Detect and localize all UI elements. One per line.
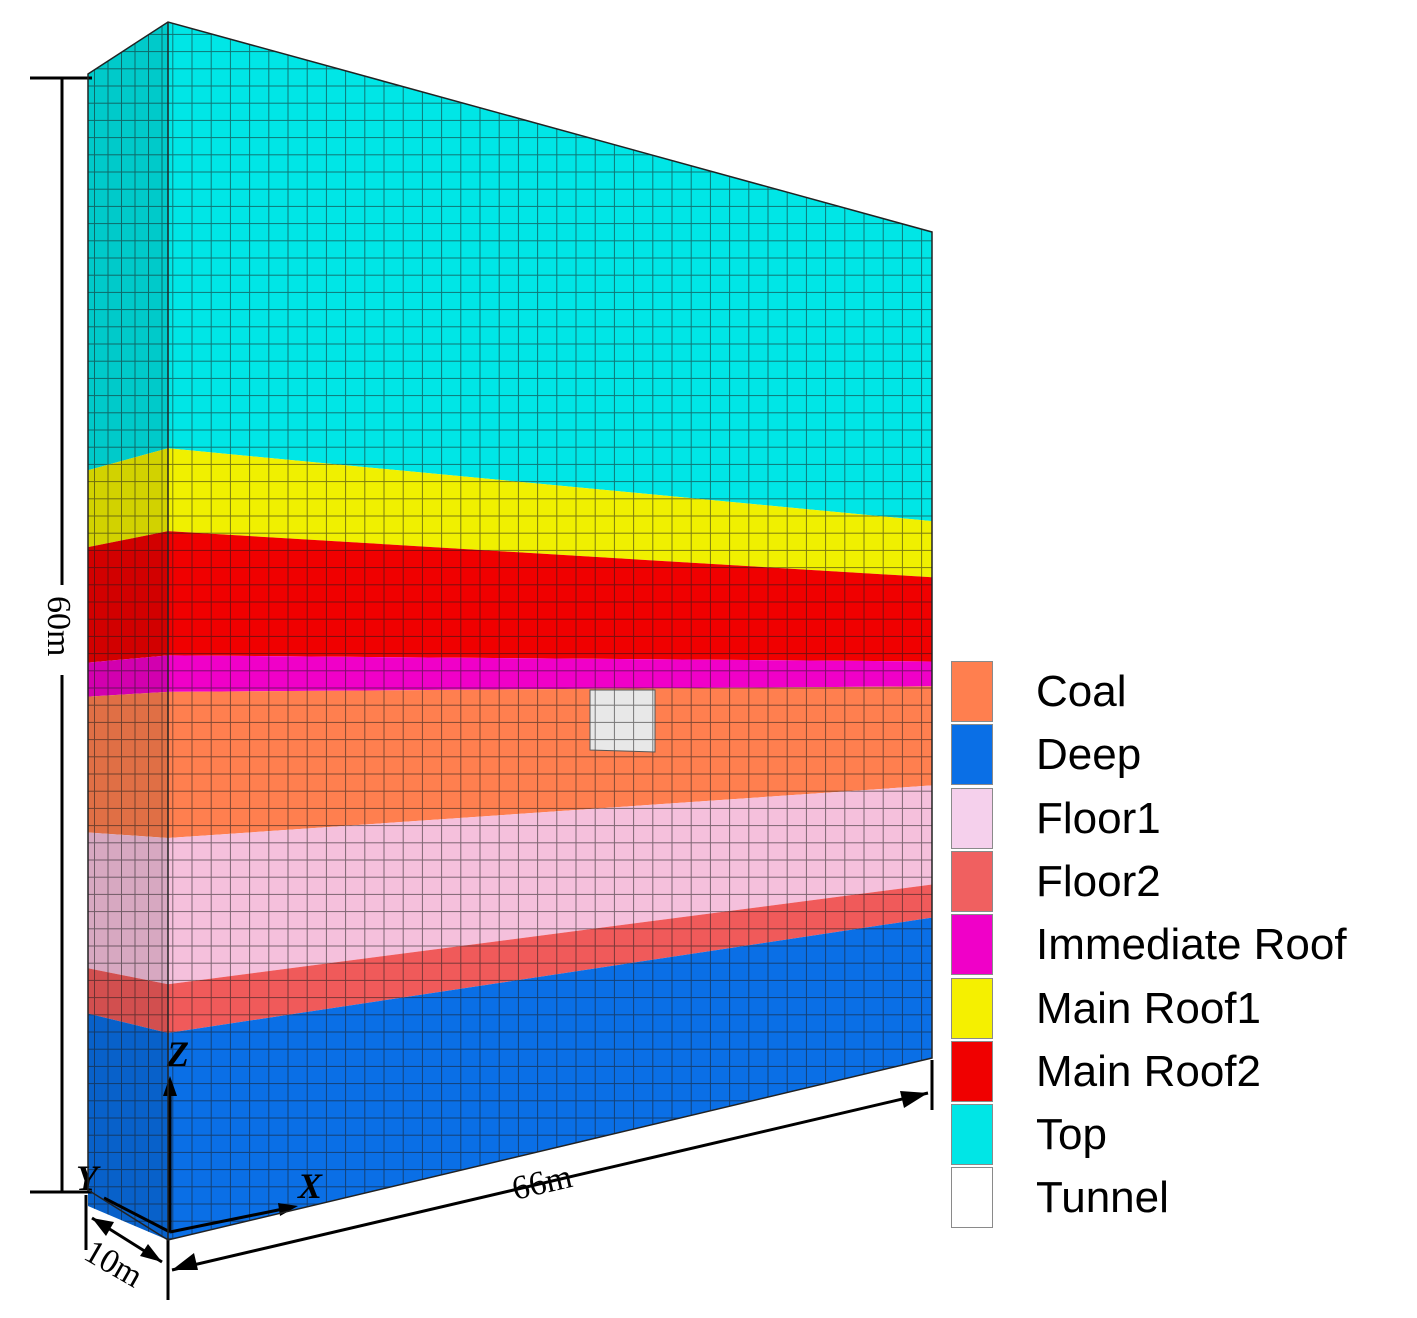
- model-side-face: [88, 22, 168, 1240]
- legend-item-immediate-roof: Immediate Roof: [951, 914, 1411, 977]
- length-dimension-line: [171, 1091, 929, 1272]
- legend-swatch: [951, 850, 993, 912]
- legend-label: Floor1: [1036, 793, 1161, 843]
- z-axis-label: Z: [166, 1034, 189, 1074]
- legend-swatch: [951, 1040, 993, 1102]
- legend-swatch: [951, 1104, 993, 1166]
- legend-item-tunnel: Tunnel: [951, 1167, 1411, 1230]
- length-dimension-label: 66m: [508, 1158, 575, 1208]
- front-grid-deep: [168, 917, 932, 1240]
- legend-item-floor1: Floor1: [951, 787, 1411, 851]
- legend-swatch: [951, 977, 993, 1039]
- legend-item-top: Top: [951, 1104, 1411, 1167]
- legend-label: Tunnel: [1036, 1173, 1169, 1223]
- front-grid-floor2: [168, 884, 932, 1033]
- y-axis: [103, 1196, 171, 1234]
- dimension-lines: 60m 66m 10m Z X Y: [30, 76, 934, 1300]
- legend-swatch: [951, 661, 993, 722]
- legend-item-main-roof1: Main Roof1: [951, 977, 1411, 1041]
- legend-label: Main Roof2: [1036, 1046, 1262, 1096]
- tunnel-opening: [589, 689, 656, 753]
- front-grid-coal: [168, 686, 932, 839]
- legend-label: Immediate Roof: [1036, 920, 1347, 970]
- legend-label: Floor2: [1036, 856, 1161, 906]
- length-arrow-right: [900, 1091, 928, 1108]
- legend-item-deep: Deep: [951, 724, 1411, 787]
- legend-label: Coal: [1036, 667, 1127, 716]
- front-grid-main-roof2: [168, 531, 932, 662]
- legend-item-floor2: Floor2: [951, 850, 1411, 914]
- height-dimension-label: 60m: [40, 596, 77, 656]
- front-grid-top: [168, 22, 932, 522]
- legend-label: Main Roof1: [1036, 983, 1262, 1033]
- length-arrow-left: [172, 1253, 198, 1270]
- model-front-face: [168, 22, 932, 1240]
- front-grid-immediate-roof: [168, 655, 932, 692]
- front-grid-main-roof1: [168, 448, 932, 578]
- legend-item-coal: Coal: [951, 661, 1411, 724]
- x-axis: [169, 1206, 289, 1234]
- legend-item-main-roof2: Main Roof2: [951, 1040, 1411, 1104]
- legend-swatch: [951, 787, 993, 849]
- legend-label: Top: [1036, 1110, 1107, 1160]
- legend-swatch: [951, 724, 993, 786]
- legend-label: Deep: [1036, 730, 1142, 780]
- width-dimension-label: 10m: [78, 1233, 149, 1295]
- legend-swatch: [951, 914, 993, 976]
- x-axis-label: X: [297, 1166, 323, 1206]
- z-axis-arrow: [163, 1076, 177, 1096]
- legend-swatch: [951, 1167, 993, 1229]
- front-grid-floor1: [168, 785, 932, 985]
